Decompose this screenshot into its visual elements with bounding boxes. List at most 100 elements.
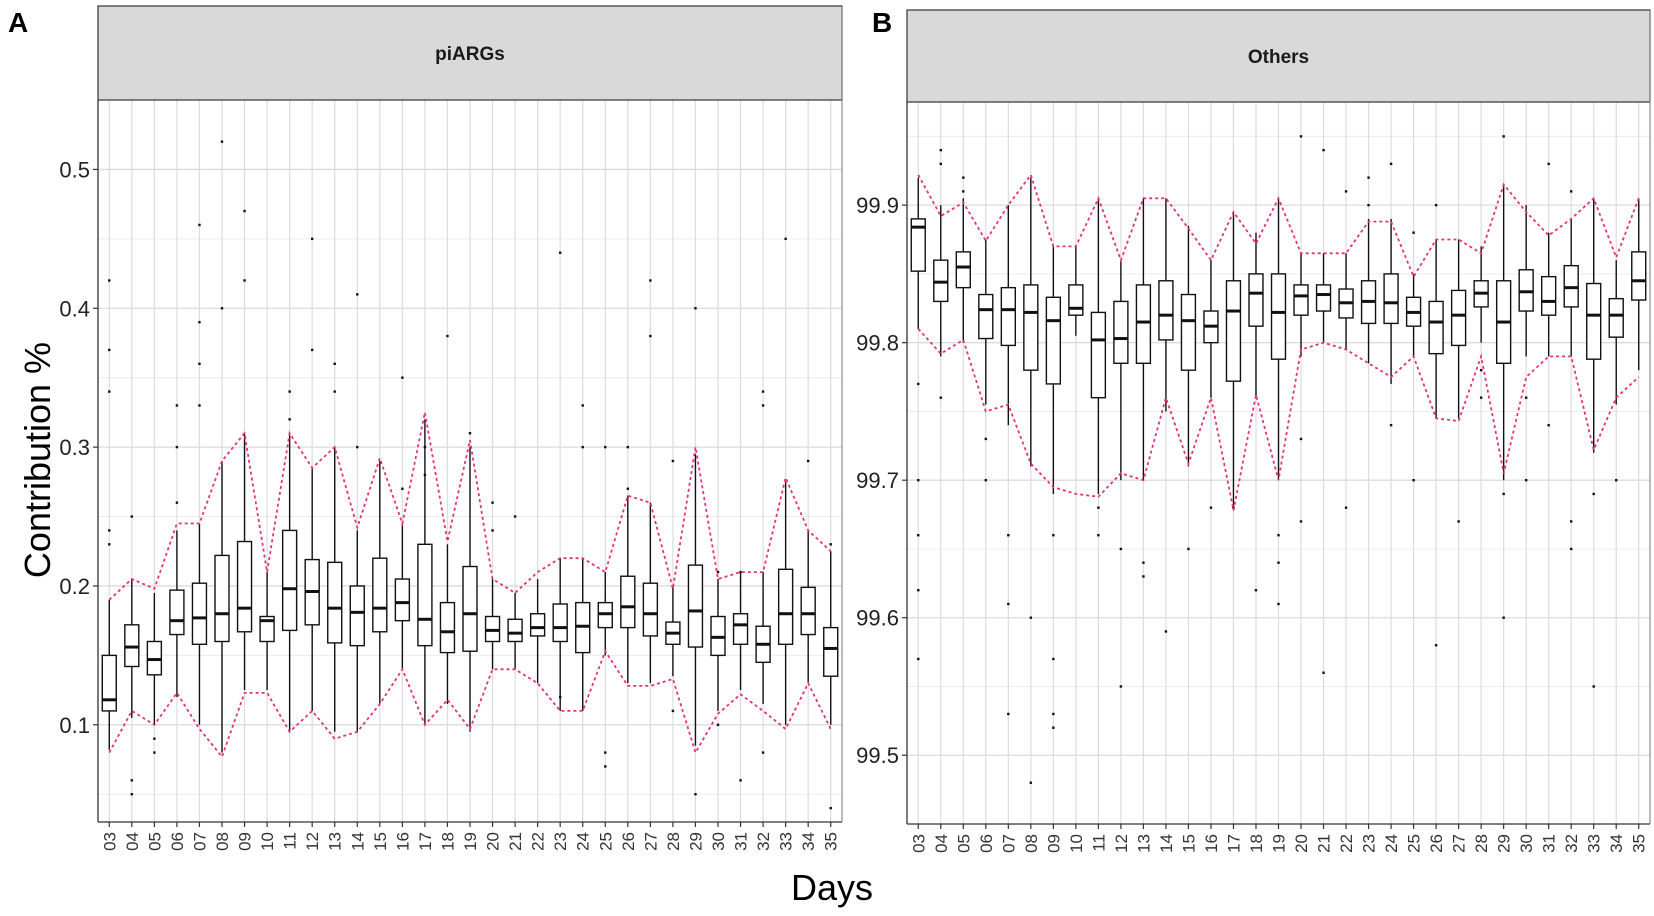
outlier-point xyxy=(1569,547,1573,551)
y-tick-label: 0.2 xyxy=(59,574,90,599)
x-tick-label: 07 xyxy=(999,834,1018,853)
x-tick-label: 10 xyxy=(1067,834,1086,853)
box-24 xyxy=(1383,218,1399,384)
outlier-point xyxy=(1457,520,1460,523)
x-tick-label: 19 xyxy=(461,832,480,851)
box-iqr xyxy=(417,543,433,647)
outlier-point xyxy=(1164,630,1168,633)
outlier-point xyxy=(939,148,942,152)
outlier-point xyxy=(984,478,988,482)
x-tick-label: 25 xyxy=(596,832,615,851)
outlier-point xyxy=(1389,423,1393,427)
outlier-point xyxy=(716,723,720,727)
box-iqr xyxy=(372,557,388,633)
box-iqr xyxy=(1180,293,1197,371)
outlier-point xyxy=(694,793,697,796)
outlier-point xyxy=(1277,561,1280,564)
box-iqr xyxy=(1293,284,1309,316)
box-07 xyxy=(191,523,208,725)
outlier-point xyxy=(1389,162,1393,166)
outlier-point xyxy=(558,251,562,254)
y-tick-label: 99.6 xyxy=(856,606,899,631)
x-tick-label: 13 xyxy=(326,832,345,851)
panel-letter: A xyxy=(8,7,28,38)
y-tick-label: 0.1 xyxy=(59,713,90,738)
y-tick-label: 99.8 xyxy=(856,331,899,356)
x-tick-label: 06 xyxy=(168,832,187,851)
x-tick-label: 24 xyxy=(574,832,593,851)
outlier-point xyxy=(761,751,765,754)
box-11 xyxy=(1090,198,1107,494)
x-tick-label: 07 xyxy=(190,832,209,851)
x-tick-label: 12 xyxy=(1112,834,1131,853)
outlier-point xyxy=(626,487,630,490)
x-tick-label: 31 xyxy=(1540,834,1559,853)
outlier-point xyxy=(784,237,787,241)
box-23 xyxy=(1360,218,1377,364)
x-tick-label: 35 xyxy=(822,832,841,851)
panel-a: piARGs A 0.1 0.2 0.3 0.4 0.5 03 04 05 06 07 08 09 10 11… xyxy=(8,5,843,851)
box-iqr xyxy=(1090,311,1107,399)
outlier-point xyxy=(1547,423,1550,427)
y-tick-label: 0.5 xyxy=(59,157,90,182)
outlier-point xyxy=(829,543,832,546)
x-tick-label: 15 xyxy=(1179,834,1198,853)
outlier-point xyxy=(917,478,920,482)
outlier-point xyxy=(1344,506,1348,509)
x-tick-label: 08 xyxy=(1022,834,1041,853)
box-06 xyxy=(169,530,185,698)
outlier-point xyxy=(1434,203,1438,207)
box-28 xyxy=(665,585,681,677)
x-tick-label: 33 xyxy=(1585,834,1604,853)
box-iqr xyxy=(552,603,568,643)
x-tick-label: 27 xyxy=(641,832,660,851)
outlier-point xyxy=(694,307,697,310)
outlier-point xyxy=(1569,520,1573,523)
box-iqr xyxy=(1541,275,1557,316)
x-tick-label: 04 xyxy=(932,834,951,853)
box-iqr xyxy=(439,601,456,654)
box-33 xyxy=(1586,198,1602,453)
x-tick-label: 30 xyxy=(1517,834,1536,853)
box-16 xyxy=(394,523,411,670)
box-iqr xyxy=(1428,300,1444,355)
box-17 xyxy=(1225,212,1242,508)
box-35 xyxy=(823,551,839,725)
outlier-point xyxy=(1502,616,1505,619)
outlier-point xyxy=(356,445,359,449)
outlier-point xyxy=(220,140,224,143)
outlier-point xyxy=(962,190,965,193)
box-22 xyxy=(529,579,546,684)
outlier-point xyxy=(962,176,965,179)
x-tick-label: 18 xyxy=(1247,834,1266,853)
outlier-point xyxy=(1029,616,1033,619)
outlier-point xyxy=(401,376,404,379)
outlier-point xyxy=(939,162,942,166)
box-22 xyxy=(1338,253,1354,350)
box-iqr xyxy=(1383,273,1399,325)
box-14 xyxy=(349,530,365,732)
box-iqr xyxy=(978,293,994,340)
box-iqr xyxy=(281,529,298,632)
outlier-point xyxy=(1547,162,1550,166)
x-tick-label: 31 xyxy=(732,832,751,851)
outlier-point xyxy=(1479,396,1483,399)
outlier-point xyxy=(108,529,111,532)
box-iqr xyxy=(462,565,478,652)
outlier-point xyxy=(1299,135,1303,138)
outlier-point xyxy=(333,362,336,366)
box-iqr xyxy=(1631,251,1647,301)
box-iqr xyxy=(327,561,343,644)
box-28 xyxy=(1473,246,1489,343)
box-12 xyxy=(1113,260,1129,481)
box-16 xyxy=(1203,260,1219,398)
outlier-point xyxy=(1097,534,1100,537)
box-12 xyxy=(304,467,320,711)
x-tick-label: 32 xyxy=(754,832,773,851)
outlier-point xyxy=(917,657,920,661)
x-tick-label: 18 xyxy=(438,832,457,851)
box-26 xyxy=(1428,239,1444,419)
outlier-point xyxy=(604,445,607,449)
box-24 xyxy=(575,558,591,711)
outlier-point xyxy=(1119,547,1123,551)
